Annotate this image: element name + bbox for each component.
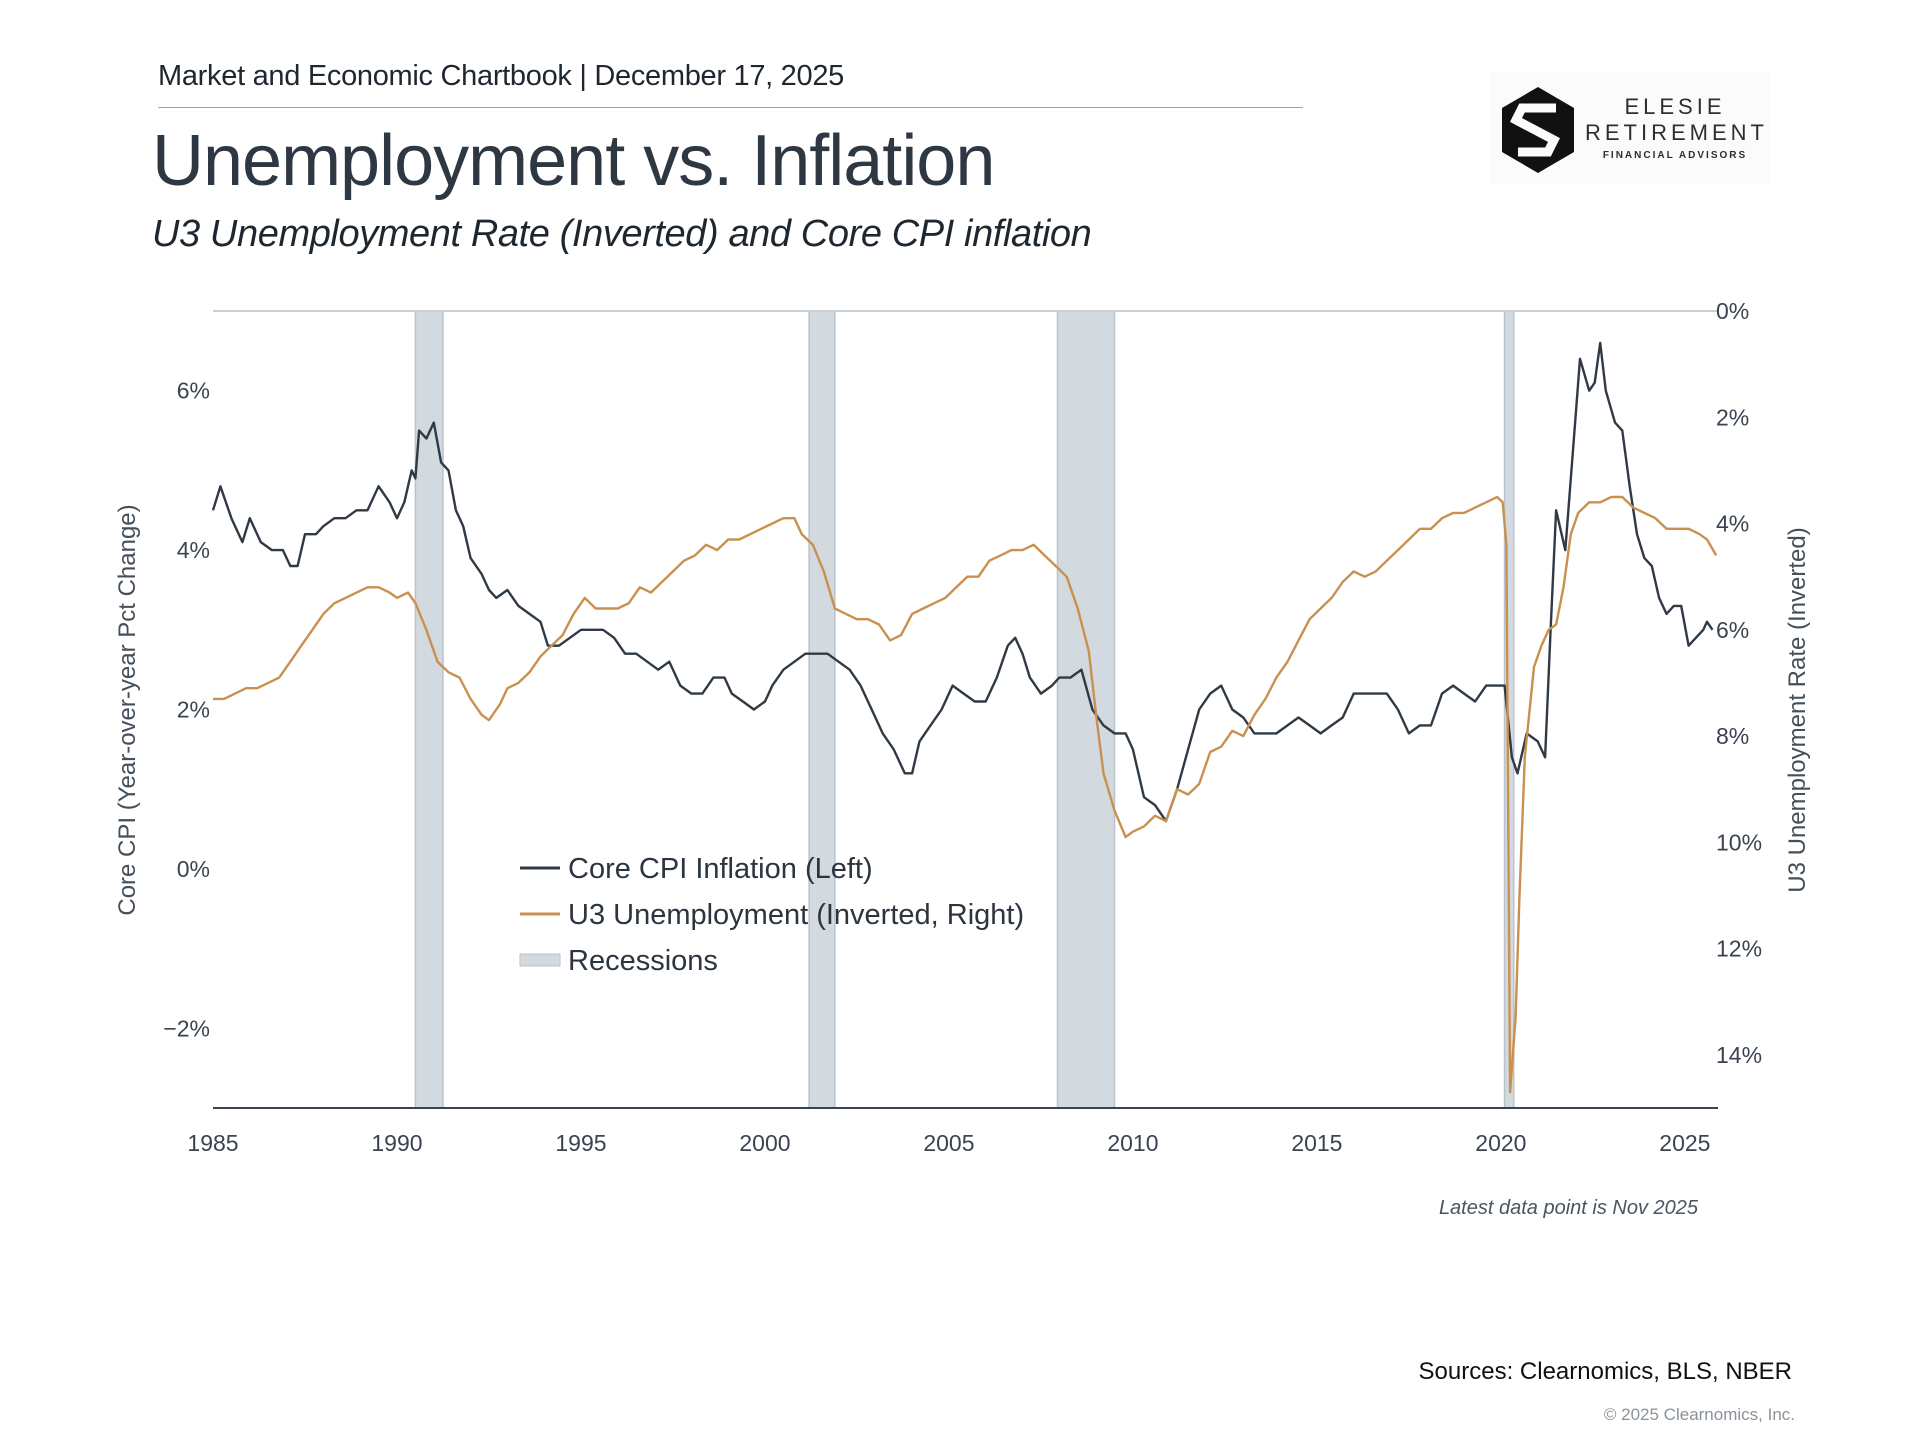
left-axis-ticks: 6% 4% 2% 0% −2% — [163, 378, 210, 1042]
left-tick-label: −2% — [163, 1015, 210, 1041]
cpi-series-line — [211, 341, 1714, 823]
publication-header: Market and Economic Chartbook | December… — [158, 60, 844, 92]
legend-label-cpi: Core CPI Inflation (Left) — [568, 853, 873, 885]
x-tick-label-2000: 2000 — [739, 1130, 790, 1156]
latest-data-note: Latest data point is Nov 2025 — [1438, 1197, 1698, 1219]
legend-label-unemployment: U3 Unemployment (Inverted, Right) — [568, 899, 1024, 931]
header-divider — [158, 107, 1303, 108]
right-tick-label: 8% — [1716, 723, 1749, 749]
x-tick-label-2025: 2025 — [1659, 1130, 1710, 1156]
right-tick-label: 6% — [1716, 617, 1749, 643]
right-tick-label: 0% — [1716, 298, 1749, 324]
page-subtitle: U3 Unemployment Rate (Inverted) and Core… — [152, 213, 1092, 255]
x-tick-label-1995: 1995 — [555, 1130, 606, 1156]
right-tick-label: 14% — [1716, 1042, 1762, 1068]
recession-band-3 — [1056, 310, 1116, 1109]
right-tick-label: 2% — [1716, 404, 1749, 430]
x-tick-label-2015: 2015 — [1291, 1130, 1342, 1156]
x-tick-label-1990: 1990 — [371, 1130, 422, 1156]
right-axis-ticks: 0% 2% 4% 6% 8% 10% 12% 14% — [1716, 298, 1762, 1068]
left-tick-label: 6% — [177, 378, 210, 404]
x-tick-label-2010: 2010 — [1107, 1130, 1158, 1156]
right-tick-label: 12% — [1716, 936, 1762, 962]
right-tick-label: 4% — [1716, 511, 1749, 537]
chart-legend: Core CPI Inflation (Left) U3 Unemployment… — [519, 853, 1024, 977]
legend-label-recession: Recessions — [568, 945, 718, 977]
x-tick-label-1985: 1985 — [187, 1130, 238, 1156]
left-tick-label: 0% — [177, 856, 210, 882]
x-axis-ticks: 1985 1990 1995 2000 2005 2010 2015 2020 2025 — [187, 1130, 1710, 1156]
logo-name-line1: ELESIE — [1624, 94, 1726, 119]
right-tick-label: 10% — [1716, 829, 1762, 855]
left-tick-label: 4% — [177, 537, 210, 563]
company-logo: ELESIE RETIREMENT FINANCIAL ADVISORS — [1490, 72, 1770, 184]
legend-swatch-recessions — [519, 953, 561, 967]
logo-tagline: FINANCIAL ADVISORS — [1602, 150, 1748, 161]
left-axis-label: Core CPI (Year-over-year Pct Change) — [114, 504, 141, 915]
sources-note: Sources: Clearnomics, BLS, NBER — [1418, 1358, 1792, 1385]
series-lines — [211, 341, 1718, 1094]
x-tick-label-2005: 2005 — [923, 1130, 974, 1156]
x-tick-label-2020: 2020 — [1475, 1130, 1526, 1156]
unemployment-series-line — [213, 495, 1718, 1094]
left-tick-label: 2% — [177, 697, 210, 723]
hexagon-s-logo-icon — [1502, 87, 1574, 173]
logo-name-line2: RETIREMENT — [1585, 120, 1768, 145]
page-title: Unemployment vs. Inflation — [152, 121, 995, 201]
recession-bands — [414, 310, 1515, 1109]
recession-band-2 — [808, 310, 836, 1109]
right-axis-label: U3 Unemployment Rate (Inverted) — [1784, 527, 1811, 892]
copyright-note: © 2025 Clearnomics, Inc. — [1603, 1405, 1795, 1424]
